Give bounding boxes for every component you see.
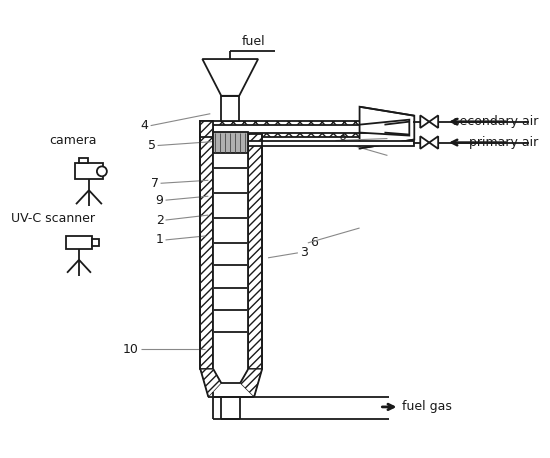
Text: fuel gas: fuel gas <box>403 400 452 414</box>
Text: primary air: primary air <box>469 136 538 149</box>
Bar <box>66 236 92 249</box>
Bar <box>200 120 213 136</box>
Text: 6: 6 <box>310 236 318 250</box>
Bar <box>213 134 248 369</box>
Bar <box>213 141 414 146</box>
Polygon shape <box>429 115 438 128</box>
Polygon shape <box>429 136 438 149</box>
Text: 5: 5 <box>147 139 156 152</box>
Text: 7: 7 <box>151 177 158 190</box>
Text: 1: 1 <box>156 234 163 246</box>
Text: UV-C scanner: UV-C scanner <box>12 212 95 225</box>
Bar <box>75 164 103 179</box>
Circle shape <box>97 166 107 176</box>
Text: secondary air: secondary air <box>453 115 538 128</box>
Text: 10: 10 <box>123 343 139 356</box>
Bar <box>200 120 384 136</box>
Bar <box>92 239 99 246</box>
Polygon shape <box>420 136 429 149</box>
Polygon shape <box>200 369 221 397</box>
Text: 8: 8 <box>338 134 346 147</box>
Bar <box>213 131 248 153</box>
Text: 2: 2 <box>156 213 163 227</box>
Bar <box>221 96 239 120</box>
Bar <box>79 158 88 164</box>
Text: camera: camera <box>49 133 97 147</box>
Bar <box>200 134 213 369</box>
Polygon shape <box>420 115 429 128</box>
Polygon shape <box>240 369 262 397</box>
Bar <box>213 125 384 132</box>
Polygon shape <box>360 120 409 136</box>
Polygon shape <box>202 59 258 96</box>
Text: 3: 3 <box>300 246 308 259</box>
Bar <box>248 134 262 369</box>
Text: 9: 9 <box>156 194 163 207</box>
Polygon shape <box>360 107 414 148</box>
Text: 4: 4 <box>141 119 149 132</box>
Text: fuel: fuel <box>242 35 266 48</box>
